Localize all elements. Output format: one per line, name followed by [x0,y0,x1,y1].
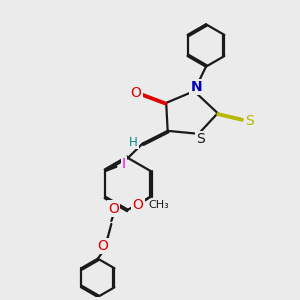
Text: CH₃: CH₃ [148,200,169,210]
Text: O: O [108,202,119,216]
Text: N: N [190,80,202,94]
Text: O: O [98,239,109,253]
Text: S: S [196,132,204,146]
Text: S: S [245,114,254,128]
Text: O: O [131,86,142,100]
Text: H: H [129,136,138,148]
Text: I: I [122,158,126,171]
Text: O: O [133,198,143,212]
